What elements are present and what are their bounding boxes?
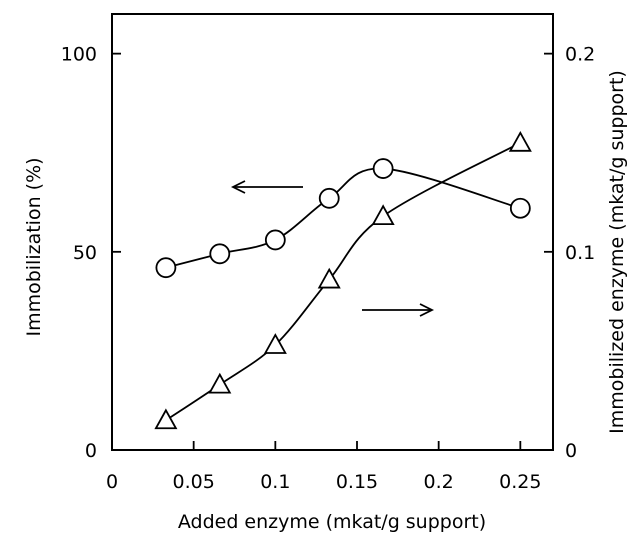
series-group	[154, 130, 532, 430]
plot-border	[111, 13, 554, 451]
x-tick-label: 0.25	[499, 471, 541, 493]
circle-point	[264, 229, 286, 251]
circle-point	[372, 158, 394, 179]
left-axis-arrow-head	[230, 180, 246, 194]
plot-frame	[111, 13, 554, 451]
y-right-tick-label: 0.2	[565, 44, 595, 66]
right-axis-arrow-head	[419, 303, 435, 317]
y-right-tick-label: 0.1	[565, 242, 595, 264]
y-axis-right-label: Immobilized enzyme (mkat/g support)	[606, 70, 628, 434]
y-right-tick-label: 0	[565, 440, 577, 462]
triangle-point	[371, 204, 395, 226]
circle-point	[509, 197, 531, 219]
x-tick-label: 0	[106, 471, 118, 493]
triangle-point	[263, 333, 287, 354]
x-tick-label: 0.15	[336, 471, 378, 493]
y-axis-left-label: Immobilization (%)	[23, 157, 45, 336]
axis-ticks: 0 0.05 0.1 0.15 0.2 0.25 0 50 100 0 0.1 0.2	[61, 44, 595, 493]
triangle-point	[508, 130, 532, 152]
circle-point	[155, 257, 177, 279]
triangle-point	[317, 267, 341, 289]
x-tick-label: 0.2	[424, 471, 454, 493]
x-tick-label: 0.05	[173, 471, 215, 493]
y-left-tick-label: 50	[73, 242, 97, 264]
circle-point	[318, 187, 340, 209]
triangle-point	[154, 408, 178, 430]
axis-labels: Added enzyme (mkat/g support) Immobiliza…	[23, 70, 628, 533]
x-tick-label: 0.1	[260, 471, 290, 493]
y-left-tick-label: 0	[85, 440, 97, 462]
circle-point	[209, 243, 231, 265]
y-left-tick-label: 100	[61, 44, 97, 66]
triangle-point	[208, 372, 232, 394]
x-axis-label: Added enzyme (mkat/g support)	[178, 511, 486, 533]
annotation-arrows	[230, 180, 435, 317]
